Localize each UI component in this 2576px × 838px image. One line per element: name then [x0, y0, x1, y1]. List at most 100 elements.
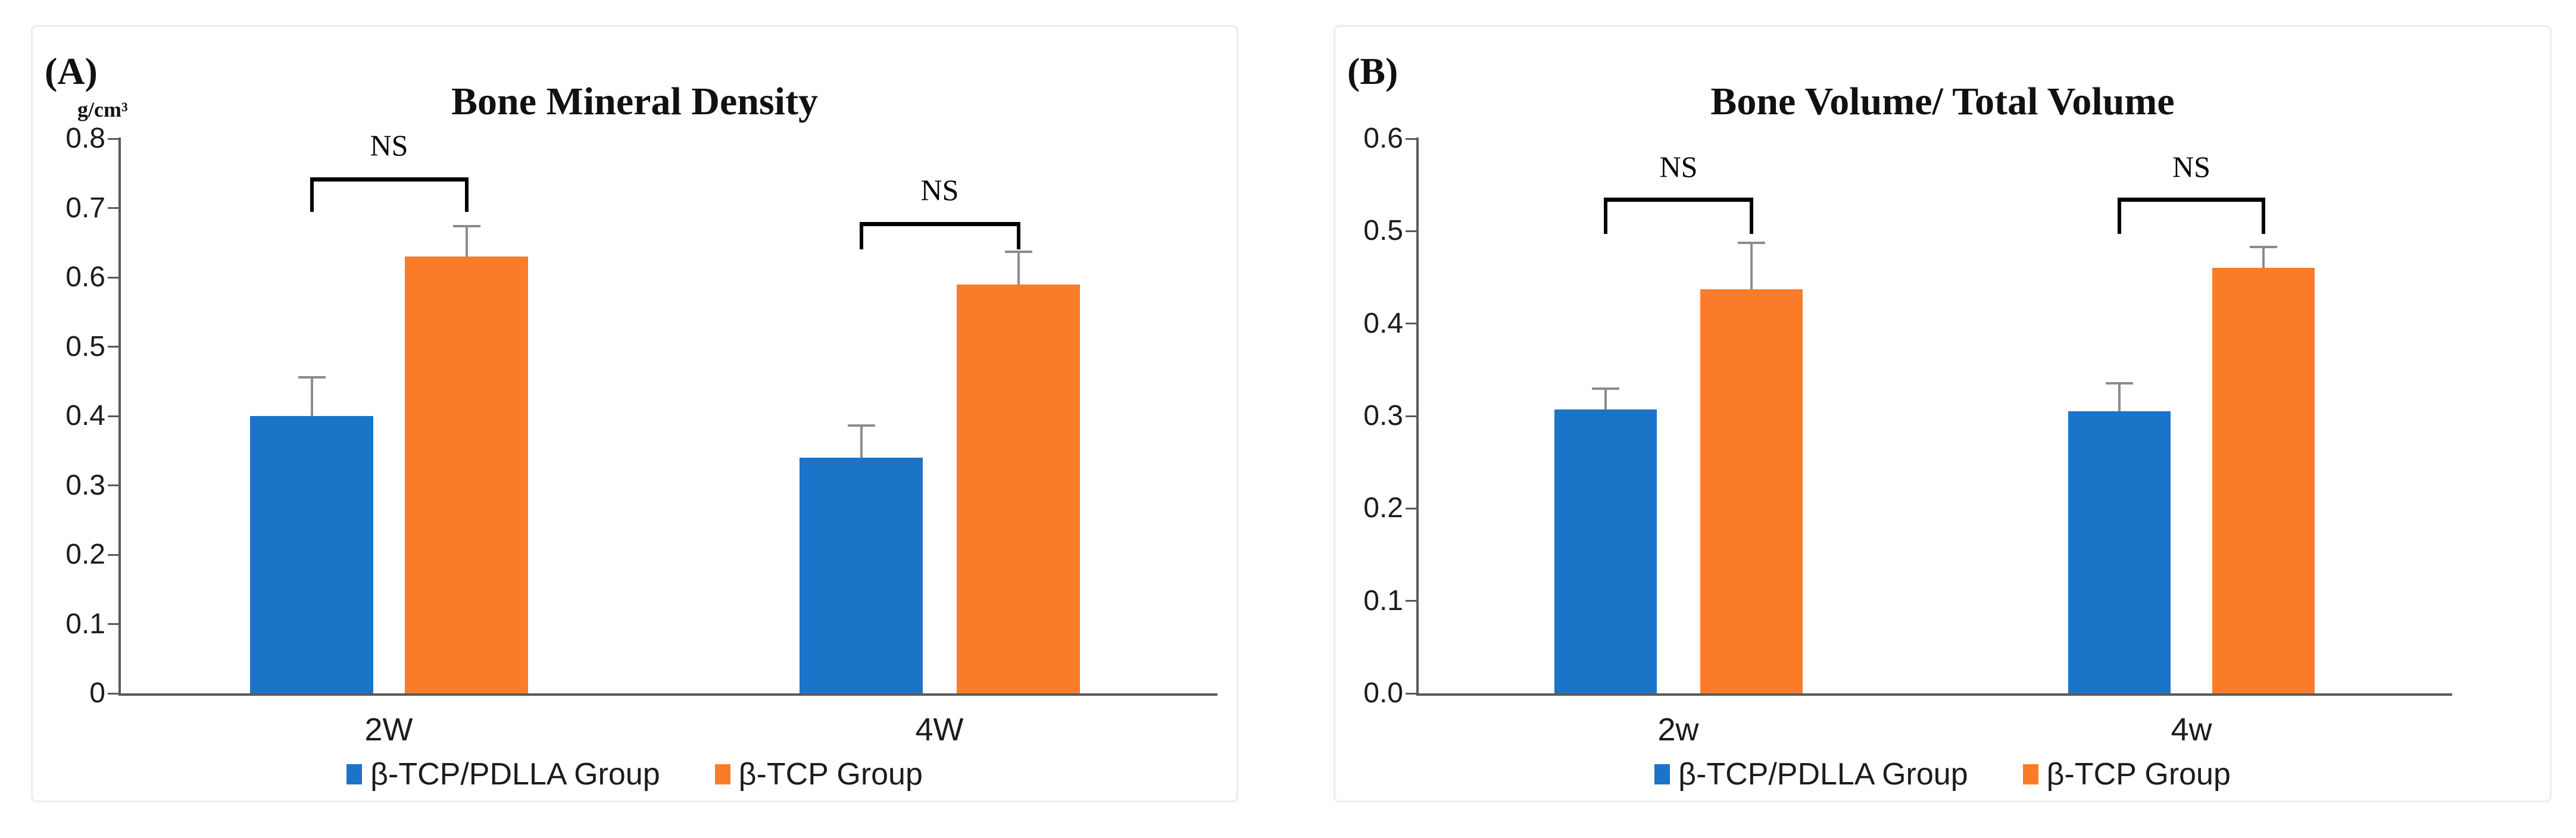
y-axis-unit-label: g/cm³ [77, 98, 128, 121]
error-bar-line [465, 226, 468, 257]
error-bar-cap [298, 376, 326, 379]
y-tick-label: 0.0 [1363, 677, 1403, 709]
bar [250, 416, 373, 693]
panel-label-a: (A) [45, 50, 98, 92]
y-tick-label: 0.2 [1363, 492, 1403, 524]
legend-label: β-TCP/PDLLA Group [370, 757, 660, 792]
error-bar-line [860, 426, 863, 458]
ns-bracket-leg [859, 221, 863, 250]
x-axis-line [1416, 693, 2452, 696]
panel-bone-volume-total-volume: (B) Bone Volume/ Total Volume 0.0 0.1 0.2 0… [1334, 25, 2552, 802]
legend-item: β-TCP Group [2022, 756, 2231, 792]
legend: β-TCP/PDLLA Group β-TCP Group [33, 756, 1237, 792]
ns-bracket-leg [310, 177, 314, 212]
bar [800, 457, 923, 693]
y-tick-label: 0.4 [1363, 307, 1403, 339]
y-tick [1406, 230, 1419, 232]
ns-bracket-top [2118, 198, 2265, 202]
error-bar-line [2262, 248, 2265, 268]
x-axis-line [118, 693, 1217, 696]
y-tick-label: 0.3 [1363, 400, 1403, 431]
error-bar-line [310, 377, 313, 416]
bar [1700, 289, 1803, 693]
legend: β-TCP/PDLLA Group β-TCP Group [1335, 756, 2550, 792]
y-tick [1406, 600, 1419, 602]
legend-swatch-icon [2022, 764, 2038, 784]
category-label: 2W [364, 712, 413, 748]
y-tick-label: 0.1 [65, 608, 105, 640]
y-tick [1406, 507, 1419, 509]
plot-area: 0 0.1 0.2 0.3 0.4 0.5 0.6 0.7 0.8 2W 4W NS NS [33, 27, 1237, 801]
chart-title-b: Bone Volume/ Total Volume [1710, 80, 2175, 123]
y-tick [1406, 323, 1419, 325]
y-tick-label: 0.1 [1363, 584, 1403, 617]
y-tick-label: 0.7 [65, 192, 105, 224]
error-bar-cap [452, 224, 480, 227]
y-tick [108, 346, 121, 348]
y-tick [108, 623, 121, 625]
ns-bracket-leg [1750, 198, 1753, 234]
error-bar-cap [2250, 246, 2277, 249]
y-tick [108, 415, 121, 417]
y-tick-label: 0.3 [65, 469, 105, 501]
legend-item: β-TCP Group [714, 756, 923, 792]
ns-bracket-leg [464, 177, 469, 212]
y-tick [108, 207, 121, 209]
category-label: 4W [915, 712, 964, 748]
chart-title-a: Bone Mineral Density [451, 80, 818, 123]
y-tick-label: 0.4 [65, 400, 105, 431]
legend-swatch-icon [714, 764, 730, 784]
error-bar-cap [1004, 251, 1032, 254]
error-bar-line [1604, 389, 1607, 410]
error-bar-line [1750, 243, 1753, 290]
y-tick [108, 692, 121, 695]
legend-swatch-icon [346, 764, 363, 784]
legend-label: β-TCP Group [738, 757, 923, 792]
y-tick [108, 276, 121, 279]
legend-item: β-TCP/PDLLA Group [1654, 756, 1968, 792]
bar [957, 284, 1080, 693]
legend-label: β-TCP Group [2046, 757, 2231, 792]
ns-label: NS [2172, 149, 2210, 183]
plot-area: 0.0 0.1 0.2 0.3 0.4 0.5 0.6 2w 4w NS NS [1335, 27, 2550, 801]
ns-bracket-leg [1604, 198, 1607, 234]
ns-bracket-top [310, 177, 469, 182]
ns-bracket-top [859, 221, 1020, 226]
y-tick-label: 0.5 [65, 330, 105, 362]
y-tick [108, 137, 121, 140]
legend-label: β-TCP/PDLLA Group [1678, 757, 1968, 792]
y-tick-label: 0.8 [65, 123, 105, 154]
category-label: 4w [2171, 712, 2212, 748]
ns-bracket-leg [1016, 221, 1020, 250]
panel-label-b: (B) [1347, 50, 1398, 92]
bar [405, 257, 528, 693]
error-bar-cap [1592, 387, 1619, 390]
error-bar-line [1017, 252, 1020, 284]
error-bar-cap [847, 424, 875, 427]
y-tick-label: 0 [89, 677, 105, 709]
ns-label: NS [1659, 149, 1698, 183]
ns-bracket-top [1604, 198, 1753, 202]
y-tick-label: 0.5 [1363, 215, 1403, 247]
y-tick [108, 554, 121, 556]
y-tick [1406, 415, 1419, 417]
y-tick-label: 0.6 [1363, 123, 1403, 154]
error-bar-cap [2106, 382, 2133, 384]
bar [2068, 411, 2171, 693]
ns-bracket-leg [2118, 198, 2121, 234]
panel-bone-mineral-density: (A) Bone Mineral Density g/cm³ 0 0.1 0.2 0.… [31, 25, 1238, 802]
ns-bracket-leg [2262, 198, 2265, 234]
error-bar-line [2118, 383, 2121, 412]
ns-label: NS [370, 128, 408, 162]
bar [1554, 409, 1657, 693]
y-tick [1406, 692, 1419, 695]
legend-item: β-TCP/PDLLA Group [346, 756, 660, 792]
y-tick [108, 484, 121, 486]
y-tick-label: 0.2 [65, 539, 105, 570]
ns-label: NS [920, 173, 959, 207]
y-tick [1406, 137, 1419, 140]
legend-swatch-icon [1654, 764, 1671, 784]
error-bar-cap [1738, 241, 1765, 244]
y-tick-label: 0.6 [65, 261, 105, 293]
